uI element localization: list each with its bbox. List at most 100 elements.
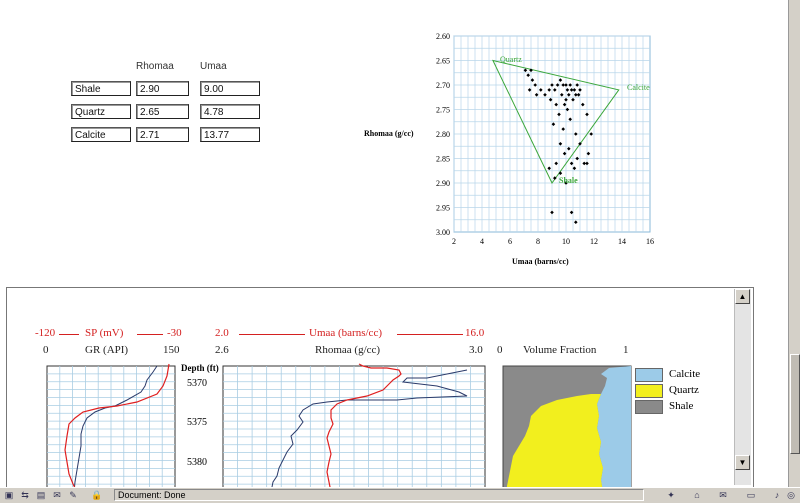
sp-scale-right: -30 bbox=[167, 327, 182, 339]
mineral-triangle bbox=[492, 59, 620, 184]
crossplot-xtick-label: 8 bbox=[536, 237, 540, 246]
crossplot-xtick-label: 6 bbox=[508, 237, 512, 246]
crossplot-point bbox=[568, 117, 572, 122]
sp-scale-left: -120 bbox=[35, 327, 56, 339]
crossplot-point bbox=[567, 93, 571, 97]
status-bar: ▣ ⇆ ▤ ✉ ✎ 🔒 Document: Done ✦ ⌂ ✉ ▭ ♪ ◎ bbox=[0, 487, 800, 503]
crossplot-point bbox=[569, 161, 574, 166]
crossplot-xtick-label: 16 bbox=[646, 237, 654, 246]
umaa-scale-left: 2.0 bbox=[215, 327, 229, 339]
crossplot-ytick-label: 2.90 bbox=[436, 179, 450, 188]
print-icon: ▤ bbox=[36, 490, 46, 500]
crossplot-point bbox=[558, 171, 563, 175]
crossplot-point bbox=[565, 107, 570, 112]
crossplot-grid bbox=[453, 35, 651, 233]
crossplot-point bbox=[553, 176, 557, 180]
shale-label-field[interactable]: Shale bbox=[71, 81, 131, 96]
crossplot-ytick-label: 2.70 bbox=[436, 81, 450, 90]
quartz-umaa-input[interactable]: 4.78 bbox=[200, 104, 260, 119]
crossplot-point bbox=[586, 151, 591, 156]
crossplot-point bbox=[575, 156, 579, 161]
crossplot-point bbox=[527, 88, 532, 92]
crossplot-point bbox=[523, 68, 528, 73]
crossplot-point bbox=[567, 146, 571, 151]
crossplot-ytick-label: 2.80 bbox=[436, 130, 450, 139]
tray-globe-icon[interactable]: ◎ bbox=[787, 490, 795, 500]
tray-network-icon[interactable]: ⌂ bbox=[694, 490, 700, 500]
crossplot-point bbox=[574, 220, 578, 224]
crossplot-point bbox=[530, 78, 535, 82]
tray-sound-icon[interactable]: ♪ bbox=[774, 490, 780, 500]
crossplot-point bbox=[560, 93, 564, 97]
quartz-fill bbox=[507, 394, 603, 488]
crossplot-label-quartz: Quartz bbox=[500, 55, 522, 64]
tray-shield-icon[interactable]: ✦ bbox=[667, 490, 675, 500]
crossplot-point bbox=[553, 88, 557, 92]
depth-5380: 5380 bbox=[187, 457, 207, 468]
crossplot-point bbox=[555, 83, 560, 87]
crossplot-point bbox=[575, 83, 579, 87]
crossplot-point bbox=[533, 83, 537, 87]
page-icon: ▣ bbox=[4, 490, 14, 500]
window-scrollbar[interactable] bbox=[788, 0, 800, 487]
frame-scrollbar[interactable]: ▲ ▼ bbox=[734, 289, 751, 485]
crossplot-ytick-label: 2.95 bbox=[436, 204, 450, 213]
scroll-up-button[interactable]: ▲ bbox=[735, 289, 750, 304]
sp-curve-track2 bbox=[326, 363, 402, 488]
calcite-umaa-input[interactable]: 13.77 bbox=[200, 127, 260, 142]
shale-umaa-input[interactable]: 9.00 bbox=[200, 81, 260, 96]
vf-scale-right: 1 bbox=[623, 344, 629, 356]
log-display-frame: -120 SP (mV) -30 2.0 Umaa (barns/cc) 16.… bbox=[6, 287, 754, 489]
tray-mail-icon[interactable]: ✉ bbox=[719, 490, 727, 500]
sp-scale-line-right bbox=[137, 334, 163, 335]
crossplot-triangle bbox=[492, 59, 620, 184]
crossplot-point bbox=[547, 88, 551, 92]
depth-5375: 5375 bbox=[187, 417, 207, 428]
crossplot-point bbox=[572, 166, 577, 171]
mail-icon: ✉ bbox=[53, 490, 61, 500]
calcite-rhomaa-input[interactable]: 2.71 bbox=[136, 127, 189, 142]
crossplot-point bbox=[558, 142, 563, 146]
depth-5370: 5370 bbox=[187, 378, 207, 389]
quartz-label-field[interactable]: Quartz bbox=[71, 104, 131, 119]
tray-monitor-icon[interactable]: ▭ bbox=[746, 490, 756, 500]
calcite-label-field[interactable]: Calcite bbox=[71, 127, 131, 142]
quartz-rhomaa-input[interactable]: 2.65 bbox=[136, 104, 189, 119]
gr-curve bbox=[73, 365, 158, 488]
crossplot-point bbox=[569, 210, 574, 215]
header-umaa: Umaa bbox=[200, 61, 227, 72]
crossplot-xtick-label: 14 bbox=[618, 237, 626, 246]
crossplot-point bbox=[548, 97, 553, 102]
crossplot-point bbox=[551, 122, 556, 126]
crossplot-chart: 2.60 2.65 2.70 2.75 2.80 2.85 2.90 2.95 3.00 2 4 6… bbox=[364, 32, 654, 266]
crossplot-point bbox=[574, 93, 578, 97]
crossplot-point bbox=[539, 88, 543, 92]
status-text: Document: Done bbox=[118, 490, 186, 500]
legend-label-quartz: Quartz bbox=[669, 384, 699, 396]
crossplot-point bbox=[576, 93, 581, 97]
status-text-cell: Document: Done bbox=[114, 489, 644, 501]
crossplot-point bbox=[534, 93, 539, 97]
gr-curve-track2 bbox=[271, 369, 468, 488]
window-scroll-thumb[interactable] bbox=[790, 354, 800, 454]
crossplot-xlabel: Umaa (barns/cc) bbox=[512, 257, 569, 266]
crossplot-point bbox=[554, 161, 558, 166]
sp-scale-label: SP (mV) bbox=[85, 327, 124, 339]
crossplot-point bbox=[569, 88, 574, 92]
gr-scale-right: 150 bbox=[163, 344, 180, 356]
crossplot-ytick-label: 2.65 bbox=[436, 57, 450, 66]
crossplot-point bbox=[589, 132, 593, 136]
crossplot-xtick-label: 10 bbox=[562, 237, 570, 246]
crossplot-point bbox=[561, 83, 565, 87]
legend-swatch-calcite bbox=[635, 368, 663, 382]
shale-rhomaa-input[interactable]: 2.90 bbox=[136, 81, 189, 96]
vf-scale-left: 0 bbox=[497, 344, 503, 356]
crossplot-point bbox=[568, 83, 572, 87]
umaa-scale-line-left bbox=[239, 334, 305, 335]
scroll-down-button[interactable]: ▼ bbox=[735, 455, 750, 470]
crossplot-ylabel: Rhomaa (g/cc) bbox=[364, 129, 414, 138]
crossplot-x-ticks: 2 4 6 8 10 12 14 16 bbox=[452, 237, 654, 246]
gr-scale-label: GR (API) bbox=[85, 344, 129, 356]
crossplot-point bbox=[526, 73, 530, 77]
crossplot-point bbox=[562, 102, 567, 107]
